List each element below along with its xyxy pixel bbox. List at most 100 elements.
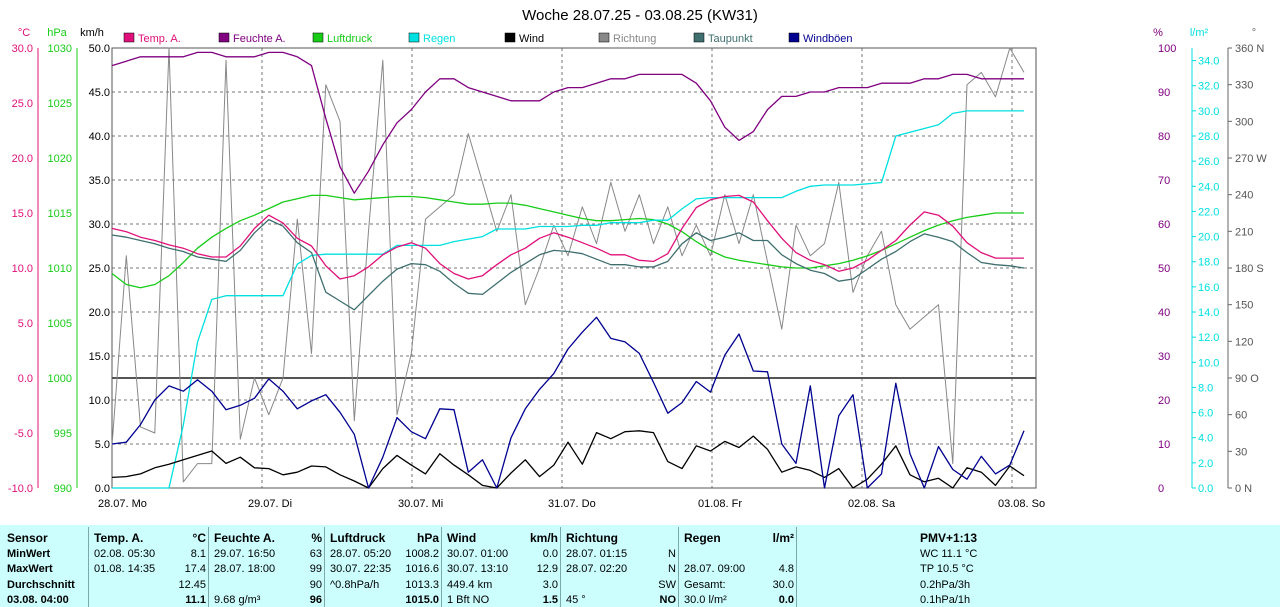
stats-row: 28.07. 18:00 99 bbox=[214, 562, 322, 578]
stats-value: 0.0 bbox=[542, 547, 558, 560]
stats-value: 99 bbox=[309, 563, 322, 575]
stats-value: 1013.3 bbox=[405, 578, 439, 591]
y-tick-label-kmh: 20.0 bbox=[89, 307, 110, 319]
y-tick-label-press: 1025 bbox=[48, 98, 72, 110]
weather-chart: Woche 28.07.25 - 03.08.25 (KW31) Temp. A… bbox=[0, 0, 1280, 525]
stats-row-label: MinWert bbox=[7, 547, 51, 560]
stats-value: 11.1 bbox=[185, 594, 206, 606]
stats-detail: 29.07. 16:50 bbox=[214, 547, 276, 560]
y-tick-label-dir: 210 bbox=[1235, 226, 1253, 238]
axis-unit-label: km/h bbox=[80, 27, 104, 39]
y-tick-label-kmh: 0.0 bbox=[95, 483, 110, 495]
y-tick-label-temp: 15.0 bbox=[12, 208, 33, 220]
series-line-richtung bbox=[111, 47, 1025, 483]
y-tick-label-dir: 30 bbox=[1235, 446, 1247, 458]
series-line-regen bbox=[112, 110, 1024, 489]
stats-press-column: Luftdruck hPa 28.07. 05:20 1008.2 30.07. 22:… bbox=[330, 531, 439, 607]
stats-header-unit: km/h bbox=[529, 531, 558, 545]
y-tick-label-hum: 80 bbox=[1158, 131, 1170, 143]
legend-swatch bbox=[693, 32, 705, 43]
y-tick-label-dir: 60 bbox=[1235, 410, 1247, 422]
y-tick-label-kmh: 50.0 bbox=[89, 43, 110, 55]
stats-pmv-value: WC 11.1 °C bbox=[920, 547, 978, 560]
stats-row: ^0.8hPa/h 1013.3 bbox=[330, 578, 439, 594]
stats-wind-column: Wind km/h 30.07. 01:00 0.0 30.07. 13:10 12.9 4… bbox=[447, 531, 558, 607]
stats-detail: Gesamt: bbox=[684, 578, 726, 591]
y-tick-label-hum: 40 bbox=[1158, 307, 1170, 319]
x-tick-label: 28.07. Mo bbox=[98, 498, 147, 510]
stats-pmv-header: PMV+1:13 bbox=[920, 531, 978, 545]
y-tick-label-kmh: 45.0 bbox=[89, 87, 110, 99]
y-tick-label-hum: 50 bbox=[1158, 263, 1170, 275]
axis-unit-label: °C bbox=[18, 27, 30, 39]
legend-label: Temp. A. bbox=[138, 33, 181, 45]
stats-detail: 28.07. 18:00 bbox=[214, 563, 276, 575]
x-tick-label: 02.08. Sa bbox=[848, 498, 896, 510]
y-tick-label-dir: 300 bbox=[1235, 116, 1253, 128]
stats-row: 11.1 bbox=[94, 593, 206, 607]
y-tick-label-rain: 30.0 bbox=[1198, 106, 1219, 118]
y-tick-label-rain: 20.0 bbox=[1198, 232, 1219, 244]
x-tick-label: 01.08. Fr bbox=[698, 498, 742, 510]
y-tick-label-rain: 26.0 bbox=[1198, 156, 1219, 168]
legend-swatch bbox=[408, 32, 420, 43]
stats-column-header: Regen l/m² bbox=[684, 531, 794, 547]
y-tick-label-rain: 18.0 bbox=[1198, 257, 1219, 269]
stats-value: 63 bbox=[309, 547, 322, 560]
stats-header-label: Temp. A. bbox=[94, 531, 144, 545]
y-tick-label-kmh: 40.0 bbox=[89, 131, 110, 143]
y-tick-label-rain: 0.0 bbox=[1198, 483, 1213, 495]
stats-detail: 28.07. 09:00 bbox=[684, 563, 746, 575]
stats-header-unit: % bbox=[311, 531, 322, 545]
column-divider bbox=[678, 527, 679, 607]
stats-row: 30.07. 22:35 1016.6 bbox=[330, 562, 439, 578]
stats-row: 28.07. 09:00 4.8 bbox=[684, 562, 794, 578]
y-tick-label-press: 1020 bbox=[48, 153, 72, 165]
legend-swatch bbox=[312, 32, 324, 43]
series-line-luftdruck bbox=[111, 194, 1024, 289]
stats-row: 02.08. 05:30 8.1 bbox=[94, 547, 206, 563]
stats-row-label: MaxWert bbox=[7, 563, 53, 575]
y-tick-label-rain: 4.0 bbox=[1198, 433, 1213, 445]
y-tick-label-kmh: 5.0 bbox=[95, 439, 110, 451]
stats-header-unit: °C bbox=[192, 531, 206, 545]
stats-value: 3.0 bbox=[542, 578, 558, 591]
stats-rain-column: Regen l/m² 28.07. 09:00 4.8 Gesamt: 30.0 30.0 … bbox=[684, 531, 794, 607]
stats-row: 1015.0 bbox=[330, 593, 439, 607]
stats-header-label: Luftdruck bbox=[330, 531, 386, 545]
y-tick-label-temp: 30.0 bbox=[12, 43, 33, 55]
y-tick-label-hum: 60 bbox=[1158, 219, 1170, 231]
column-divider bbox=[441, 527, 442, 607]
legend-label: Regen bbox=[423, 33, 455, 45]
stats-column-header: Feuchte A.% bbox=[214, 531, 322, 547]
chart-background bbox=[0, 0, 1280, 525]
stats-row: 28.07. 01:15 N bbox=[566, 547, 676, 563]
legend-label: Windböen bbox=[803, 33, 853, 45]
stats-detail: 02.08. 05:30 bbox=[94, 547, 156, 560]
stats-value: 30.0 bbox=[772, 578, 794, 591]
y-tick-label-rain: 2.0 bbox=[1198, 458, 1213, 470]
y-tick-label-hum: 20 bbox=[1158, 395, 1170, 407]
stats-row: 12.45 bbox=[94, 578, 206, 594]
column-divider bbox=[208, 527, 209, 607]
stats-value: 8.1 bbox=[190, 547, 206, 560]
x-tick-label: 29.07. Di bbox=[248, 498, 292, 510]
y-tick-label-rain: 32.0 bbox=[1198, 81, 1219, 93]
y-tick-label-press: 1015 bbox=[48, 208, 72, 220]
stats-header-unit: l/m² bbox=[772, 531, 794, 545]
stats-detail: 30.07. 01:00 bbox=[447, 547, 509, 560]
stats-detail: 28.07. 05:20 bbox=[330, 547, 392, 560]
stats-dir-column: Richtung 28.07. 01:15 N 28.07. 02:20 N SW 45 °… bbox=[566, 531, 676, 607]
stats-column-header: Luftdruck hPa bbox=[330, 531, 439, 547]
legend-label: Richtung bbox=[613, 33, 656, 45]
y-tick-label-press: 1030 bbox=[48, 43, 72, 55]
x-tick-label: 31.07. Do bbox=[548, 498, 596, 510]
legend-label: Wind bbox=[519, 33, 544, 45]
axis-unit-label: l/m² bbox=[1190, 27, 1209, 39]
stats-header-label: Regen bbox=[684, 531, 721, 545]
stats-header-label: Wind bbox=[447, 531, 477, 545]
y-tick-label-temp: 20.0 bbox=[12, 153, 33, 165]
stats-row: 01.08. 14:35 17.4 bbox=[94, 562, 206, 578]
y-tick-label-hum: 70 bbox=[1158, 175, 1170, 187]
stats-value: SW bbox=[658, 578, 676, 591]
